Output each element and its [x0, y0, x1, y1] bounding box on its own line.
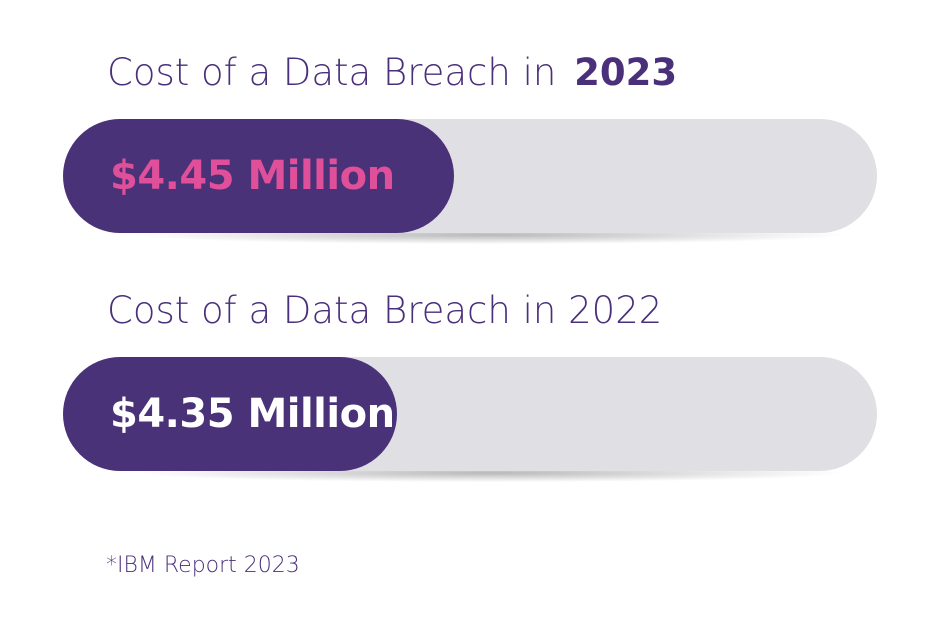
bar-2023: [63, 119, 454, 233]
bar-track-2022: $4.35 Million: [63, 357, 877, 471]
title-year: 2022: [568, 289, 663, 332]
title-prefix: Cost of a Data Breach in: [107, 289, 557, 332]
chart-title-2022: Cost of a Data Breach in 2022: [107, 292, 662, 329]
bar-2022: [63, 357, 397, 471]
data-label-2022: $4.35 Million: [110, 391, 395, 437]
bar-track-2023: $4.45 Million: [63, 119, 877, 233]
chart-title-2023: Cost of a Data Breach in 2023: [107, 54, 677, 91]
source-footnote: *IBM Report 2023: [106, 553, 300, 578]
title-prefix: Cost of a Data Breach in: [107, 51, 557, 94]
data-label-2023: $4.45 Million: [110, 153, 395, 199]
title-year: 2023: [574, 51, 678, 94]
